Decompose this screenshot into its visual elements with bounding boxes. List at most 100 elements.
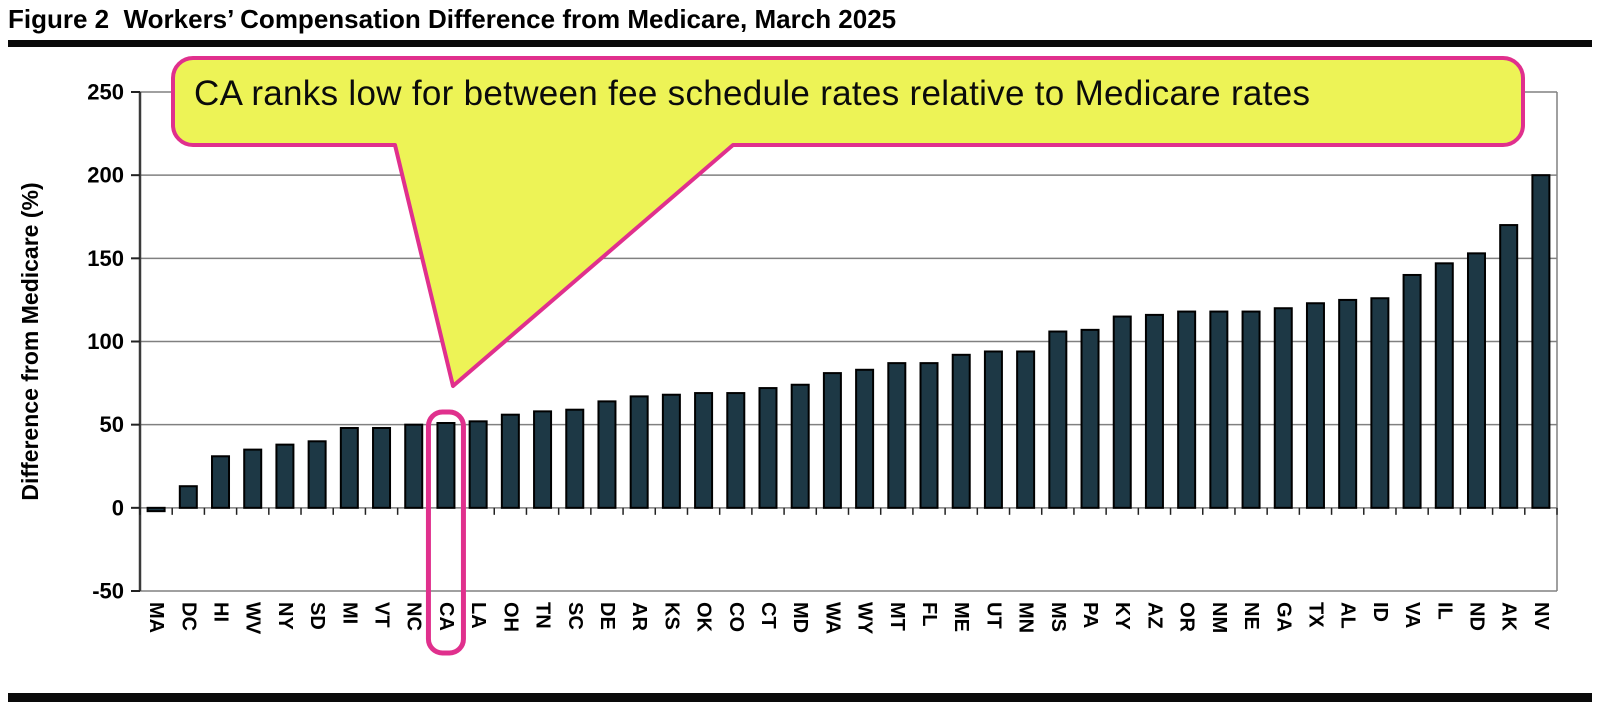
bar-OH: [500, 413, 520, 509]
bar-NC: [404, 423, 424, 509]
bar-HI: [211, 455, 231, 509]
x-label-TN: TN: [532, 602, 554, 629]
bar-GA: [1273, 307, 1293, 509]
bar-AK: [1499, 224, 1519, 509]
x-label-TX: TX: [1304, 602, 1326, 628]
x-label-OR: OR: [1176, 602, 1198, 633]
x-label-AK: AK: [1498, 602, 1520, 631]
x-label-CO: CO: [725, 602, 747, 632]
y-tick-label-100: 100: [87, 329, 124, 354]
bar-MD: [790, 383, 810, 509]
x-label-SC: SC: [564, 602, 586, 630]
callout-bubble: [171, 56, 1525, 388]
bar-MA: [146, 506, 166, 513]
bar-MN: [1016, 350, 1036, 509]
x-label-WA: WA: [821, 602, 843, 634]
x-label-LA: LA: [467, 602, 489, 629]
x-label-ID: ID: [1369, 602, 1391, 622]
bar-WY: [855, 368, 875, 509]
bar-KY: [1112, 315, 1132, 509]
bar-NE: [1241, 310, 1261, 509]
bar-DE: [597, 400, 617, 509]
x-label-IL: IL: [1433, 602, 1455, 620]
bar-CT: [758, 387, 778, 509]
y-tick-label-200: 200: [87, 163, 124, 188]
x-label-MI: MI: [338, 602, 360, 624]
bar-WA: [822, 372, 842, 509]
x-label-MA: MA: [145, 602, 167, 633]
bar-FL: [919, 362, 939, 509]
x-label-NV: NV: [1530, 602, 1552, 630]
x-label-NM: NM: [1208, 602, 1230, 633]
x-label-MS: MS: [1047, 602, 1069, 632]
title-rule: [8, 40, 1592, 47]
x-label-AR: AR: [628, 602, 650, 631]
x-label-ME: ME: [950, 602, 972, 632]
bar-SC: [565, 408, 585, 509]
bar-AL: [1338, 298, 1358, 509]
bar-MI: [339, 426, 359, 509]
x-label-CA: CA: [435, 602, 457, 631]
x-label-WV: WV: [242, 602, 264, 635]
bar-LA: [468, 420, 488, 509]
y-tick-label-150: 150: [87, 246, 124, 271]
y-tick-label-250: 250: [87, 80, 124, 105]
bar-MS: [1048, 330, 1068, 509]
bar-IL: [1434, 262, 1454, 509]
bar-VT: [372, 426, 392, 509]
x-label-WY: WY: [854, 602, 876, 635]
y-axis-title: Difference from Medicare (%): [17, 182, 43, 500]
x-label-SD: SD: [306, 602, 328, 630]
bar-UT: [983, 350, 1003, 509]
bar-SD: [307, 440, 327, 509]
x-label-NC: NC: [403, 602, 425, 631]
x-label-VA: VA: [1401, 602, 1423, 628]
x-label-DC: DC: [177, 602, 199, 631]
y-tick-label-50: 50: [100, 412, 124, 437]
bar-MT: [887, 362, 907, 509]
bar-CO: [726, 392, 746, 509]
x-label-OK: OK: [693, 602, 715, 633]
x-label-PA: PA: [1079, 602, 1101, 628]
bar-AR: [629, 395, 649, 509]
bar-NY: [275, 443, 295, 509]
bar-PA: [1080, 328, 1100, 509]
figure-title: Figure 2 Workers’ Compensation Differenc…: [8, 4, 897, 34]
x-label-GA: GA: [1272, 602, 1294, 632]
x-label-KY: KY: [1111, 602, 1133, 630]
bar-KS: [661, 393, 681, 509]
x-label-HI: HI: [210, 602, 232, 622]
bar-DC: [178, 485, 198, 509]
bar-CA: [436, 422, 456, 509]
x-label-CT: CT: [757, 602, 779, 629]
bar-ND: [1466, 252, 1486, 509]
bar-ME: [951, 353, 971, 509]
x-label-FL: FL: [918, 602, 940, 626]
callout-annotation-text: CA ranks low for between fee schedule ra…: [194, 74, 1311, 113]
bar-WV: [243, 448, 263, 509]
bar-NM: [1209, 310, 1229, 509]
x-label-AZ: AZ: [1143, 602, 1165, 629]
bar-TX: [1305, 302, 1325, 509]
x-label-VT: VT: [371, 602, 393, 628]
x-label-KS: KS: [660, 602, 682, 630]
x-axis-labels: MA DC HI WV NY SD MI VT NC CA LA OH TN SC DE AR KS OK CO CT…: [145, 602, 1552, 635]
x-label-MN: MN: [1015, 602, 1037, 633]
bars: [146, 174, 1551, 513]
highlight-box-CA: [425, 409, 466, 656]
x-label-UT: UT: [982, 602, 1004, 629]
bottom-rule: [8, 693, 1592, 702]
y-axis: 250 200 150 100 50 0 -50: [87, 80, 140, 604]
x-label-MT: MT: [886, 602, 908, 631]
x-label-MD: MD: [789, 602, 811, 633]
bar-TN: [533, 410, 553, 509]
bar-VA: [1402, 273, 1422, 509]
x-label-ND: ND: [1465, 602, 1487, 631]
x-label-NE: NE: [1240, 602, 1262, 630]
x-ticks: [139, 507, 1558, 515]
x-label-OH: OH: [499, 602, 521, 632]
bar-OK: [694, 392, 714, 509]
x-label-DE: DE: [596, 602, 618, 630]
